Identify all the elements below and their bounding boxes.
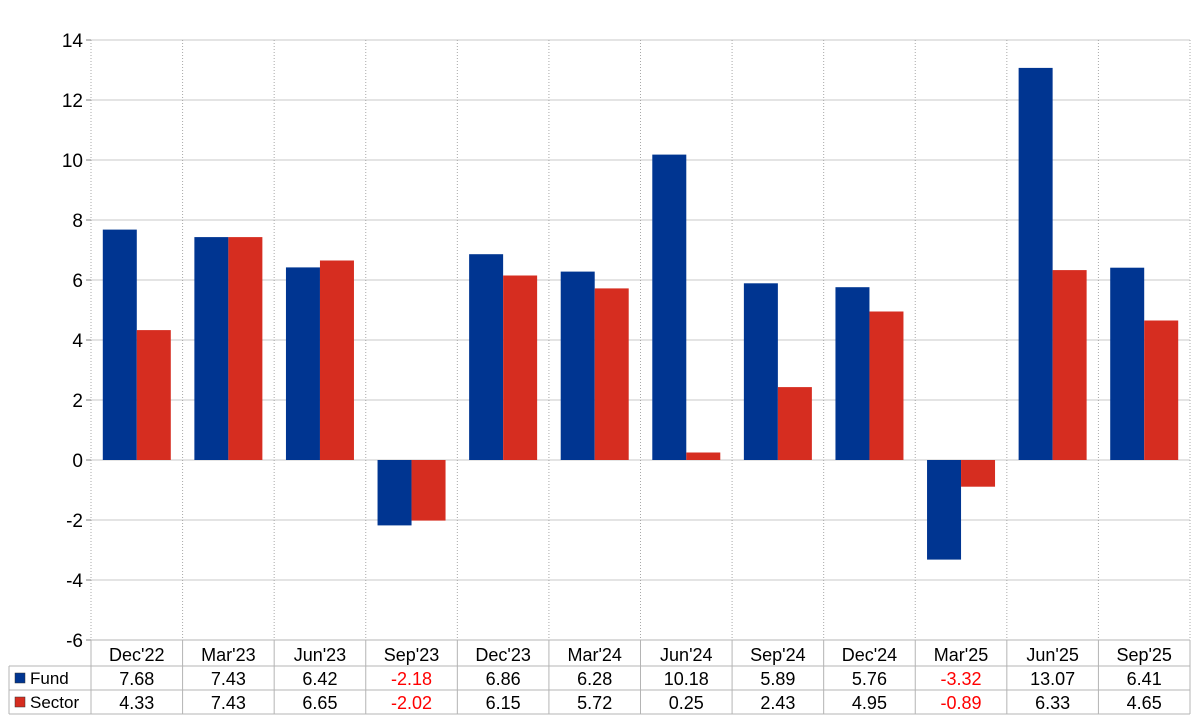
table-cell: 6.86 (486, 669, 521, 689)
bar-sector (136, 330, 171, 460)
y-tick-label: 8 (72, 211, 83, 232)
grid-layer (86, 39, 1191, 641)
table-cell: 13.07 (1030, 669, 1075, 689)
x-tick-label: Jun'24 (660, 645, 712, 665)
table-cell: -0.89 (941, 693, 982, 713)
table-cell: 4.33 (119, 693, 154, 713)
table-cell: -2.18 (391, 669, 432, 689)
table-cell: 6.28 (577, 669, 612, 689)
bar-sector (1052, 270, 1087, 460)
data-table: Dec'22 Mar'23 Jun'23 Sep'23 Dec'23 Mar'24 Jun'… (8, 639, 1191, 715)
legend-swatch-sector (14, 696, 26, 708)
legend-label-sector: Sector (30, 693, 79, 712)
bar-fund (1018, 67, 1053, 461)
bar-fund (560, 271, 595, 460)
bar-sector (411, 460, 446, 521)
bar-fund (194, 237, 229, 460)
table-cell: 4.65 (1127, 693, 1162, 713)
x-tick-label: Jun'23 (294, 645, 346, 665)
bar-fund (102, 229, 137, 460)
bar-sector (777, 387, 812, 460)
table-cell: 6.33 (1035, 693, 1070, 713)
table-cell: 5.89 (760, 669, 795, 689)
x-tick-label: Sep'24 (750, 645, 806, 665)
bar-sector (1144, 320, 1179, 460)
table-cell: -2.02 (391, 693, 432, 713)
bar-fund (835, 287, 870, 460)
table-cell: 0.25 (669, 693, 704, 713)
table-cell: -3.32 (941, 669, 982, 689)
bar-sector (961, 460, 996, 487)
table-cell: 7.43 (211, 693, 246, 713)
x-tick-label: Jun'25 (1026, 645, 1078, 665)
table-cell: 6.65 (302, 693, 337, 713)
table-cell: 5.72 (577, 693, 612, 713)
y-axis-ticks: 14 12 10 8 6 4 2 0 -2 -4 -6 (62, 31, 84, 652)
y-tick-label: -6 (66, 631, 83, 652)
x-tick-label: Sep'23 (384, 645, 440, 665)
x-tick-label: Dec'22 (109, 645, 164, 665)
table-cell: 10.18 (664, 669, 709, 689)
x-tick-label: Dec'24 (842, 645, 897, 665)
bar-sector (503, 275, 538, 460)
bar-fund (469, 254, 504, 460)
bar-sector (686, 452, 721, 460)
table-cell: 6.42 (302, 669, 337, 689)
bar-sector (869, 311, 904, 460)
y-tick-label: 0 (72, 451, 83, 472)
x-tick-label: Mar'25 (934, 645, 988, 665)
bar-sector (319, 260, 354, 460)
bar-sector (228, 237, 263, 460)
bar-fund (1110, 267, 1145, 460)
x-tick-label: Dec'23 (475, 645, 530, 665)
y-tick-label: 12 (62, 91, 83, 112)
table-cell: 6.41 (1127, 669, 1162, 689)
table-cell: 7.43 (211, 669, 246, 689)
y-tick-label: -2 (66, 511, 83, 532)
bar-fund (377, 460, 412, 526)
bar-fund (927, 460, 962, 560)
bars-layer (102, 67, 1179, 560)
legend-label-fund: Fund (30, 669, 69, 688)
x-tick-label: Mar'24 (567, 645, 621, 665)
y-tick-label: -4 (66, 571, 83, 592)
bar-fund (743, 283, 778, 460)
y-tick-label: 6 (72, 271, 83, 292)
y-tick-label: 14 (62, 31, 84, 52)
bar-fund (285, 267, 320, 460)
bar-fund (652, 154, 687, 460)
y-tick-label: 2 (72, 391, 83, 412)
table-cell: 5.76 (852, 669, 887, 689)
x-tick-label: Sep'25 (1116, 645, 1172, 665)
x-tick-label: Mar'23 (201, 645, 255, 665)
y-tick-label: 4 (72, 331, 83, 352)
table-cell: 7.68 (119, 669, 154, 689)
y-tick-label: 10 (62, 151, 83, 172)
table-cell: 4.95 (852, 693, 887, 713)
table-cell: 2.43 (760, 693, 795, 713)
table-cell: 6.15 (486, 693, 521, 713)
bar-sector (594, 288, 629, 460)
legend-swatch-fund (14, 672, 26, 684)
